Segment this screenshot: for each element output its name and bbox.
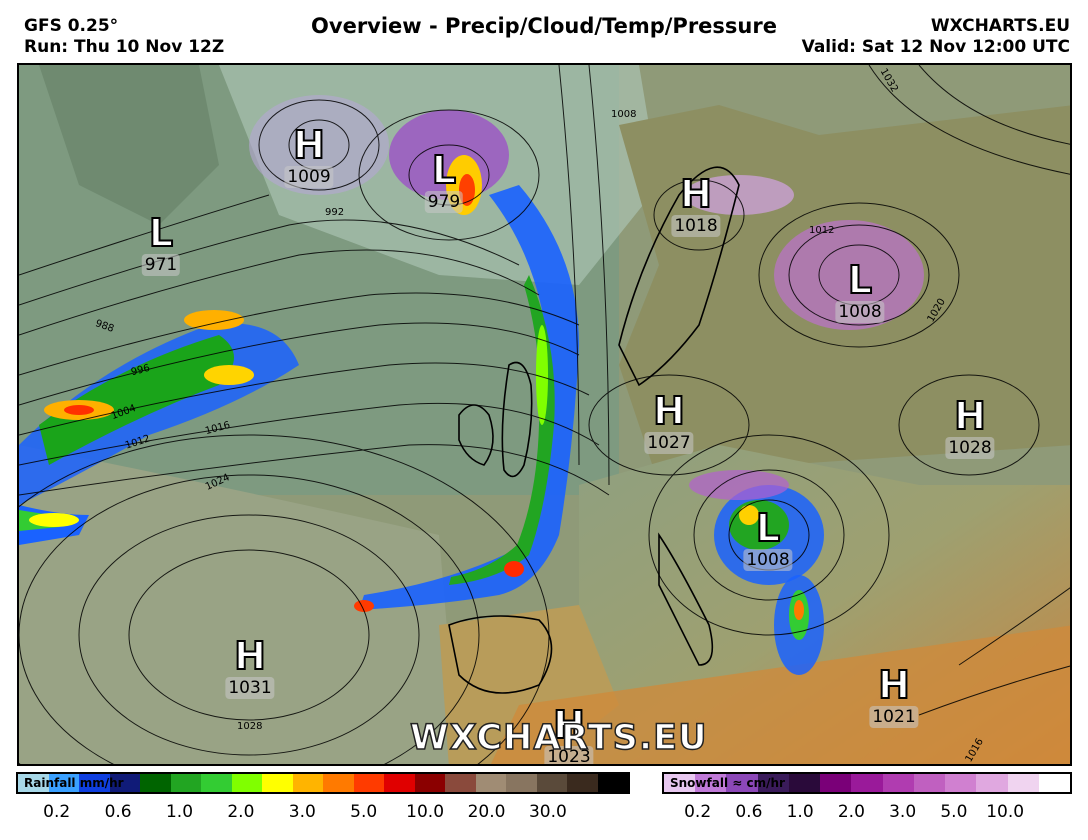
pressure-system-label: L 1008 bbox=[835, 260, 885, 323]
isobar-label: 1008 bbox=[611, 109, 637, 120]
rainfall-legend-title: Rainfall mm/hr bbox=[24, 776, 124, 790]
rainfall-legend-swatch bbox=[262, 774, 293, 792]
pressure-system-label: H 1027 bbox=[644, 391, 694, 454]
rainfall-legend-tick: 2.0 bbox=[227, 802, 255, 822]
snowfall-legend-tick: 10.0 bbox=[986, 802, 1025, 822]
snowfall-legend-swatch bbox=[664, 774, 696, 792]
rainfall-legend-swatch bbox=[109, 774, 140, 792]
pressure-system-label: H 1031 bbox=[225, 636, 275, 699]
rainfall-legend-tick: 0.2 bbox=[43, 802, 71, 822]
pressure-system-label: L 1008 bbox=[743, 508, 793, 571]
rainfall-legend-swatch bbox=[79, 774, 110, 792]
rainfall-legend-tick: 0.6 bbox=[104, 802, 132, 822]
rainfall-legend-swatch bbox=[323, 774, 354, 792]
model-name: GFS 0.25° bbox=[24, 16, 119, 36]
rainfall-legend-swatch bbox=[414, 774, 445, 792]
rainfall-legend-tick: 3.0 bbox=[288, 802, 316, 822]
snowfall-legend-tick: 1.0 bbox=[786, 802, 814, 822]
snowfall-legend-swatch bbox=[1007, 774, 1039, 792]
valid-time: Valid: Sat 12 Nov 12:00 UTC bbox=[801, 37, 1070, 57]
isobar-label: 1028 bbox=[237, 721, 263, 732]
rainfall-legend-swatch bbox=[536, 774, 567, 792]
rainfall-legend-tick: 5.0 bbox=[350, 802, 378, 822]
snowfall-legend-bar bbox=[662, 772, 1072, 794]
snowfall-legend-tick: 0.6 bbox=[735, 802, 763, 822]
rainfall-legend-swatch bbox=[292, 774, 323, 792]
snowfall-legend-swatch bbox=[1038, 774, 1071, 792]
rainfall-legend-tick: 1.0 bbox=[165, 802, 194, 822]
site-name: WXCHARTS.EU bbox=[930, 16, 1070, 36]
rainfall-legend-swatch bbox=[140, 774, 171, 792]
pressure-system-label: H 1028 bbox=[945, 396, 995, 459]
rainfall-legend-tick: 10.0 bbox=[406, 802, 445, 822]
snowfall-legend-swatch bbox=[695, 774, 727, 792]
rainfall-legend-swatch bbox=[353, 774, 384, 792]
isobar-label: 1012 bbox=[809, 225, 835, 236]
rainfall-legend-swatch bbox=[48, 774, 79, 792]
snowfall-legend-swatch bbox=[788, 774, 821, 792]
snowfall-legend-swatch bbox=[726, 774, 758, 792]
rainfall-legend-swatch bbox=[170, 774, 201, 792]
chart-title: Overview - Precip/Cloud/Temp/Pressure bbox=[311, 14, 777, 38]
snowfall-legend-tick: 3.0 bbox=[889, 802, 917, 822]
pressure-system-label: H 1021 bbox=[869, 665, 919, 728]
pressure-system-label: H 1023 bbox=[544, 705, 594, 764]
rainfall-legend-swatch bbox=[384, 774, 415, 792]
rainfall-legend-swatch bbox=[506, 774, 537, 792]
rainfall-legend-tick: 30.0 bbox=[528, 802, 567, 822]
isobar-label: 992 bbox=[325, 207, 345, 218]
snowfall-legend-title: Snowfall ≈ cm/hr bbox=[670, 776, 785, 790]
pressure-system-label: H 1018 bbox=[671, 174, 721, 237]
rainfall-legend-swatch bbox=[475, 774, 506, 792]
rainfall-legend-swatch bbox=[445, 774, 476, 792]
snowfall-legend-swatch bbox=[851, 774, 883, 792]
rainfall-legend-swatch bbox=[201, 774, 232, 792]
snowfall-legend-swatch bbox=[913, 774, 946, 792]
rainfall-legend-bar bbox=[16, 772, 630, 794]
snowfall-legend-tick: 2.0 bbox=[837, 802, 865, 822]
snowfall-legend-swatch bbox=[945, 774, 977, 792]
pressure-system-label: L 971 bbox=[141, 213, 181, 276]
rainfall-legend-swatch bbox=[231, 774, 262, 792]
rainfall-legend-swatch bbox=[597, 774, 628, 792]
pressure-system-label: H 1009 bbox=[284, 125, 334, 188]
snowfall-legend-swatch bbox=[882, 774, 914, 792]
pressure-system-label: L 979 bbox=[424, 150, 464, 213]
rainfall-legend-swatch bbox=[18, 774, 49, 792]
rainfall-legend-swatch bbox=[567, 774, 598, 792]
snowfall-legend-swatch bbox=[757, 774, 789, 792]
run-time: Run: Thu 10 Nov 12Z bbox=[24, 37, 225, 57]
weather-map: H 1009 L 979 L 971 H 1018 L 1008 H 1027 … bbox=[17, 63, 1072, 766]
rainfall-legend-tick: 20.0 bbox=[467, 802, 506, 822]
map-canvas bbox=[19, 65, 1070, 764]
snowfall-legend-swatch bbox=[820, 774, 852, 792]
snowfall-legend-tick: 5.0 bbox=[940, 802, 968, 822]
snowfall-legend-swatch bbox=[976, 774, 1008, 792]
snowfall-legend-tick: 0.2 bbox=[684, 802, 712, 822]
watermark: WXCHARTS.EU bbox=[409, 717, 708, 759]
